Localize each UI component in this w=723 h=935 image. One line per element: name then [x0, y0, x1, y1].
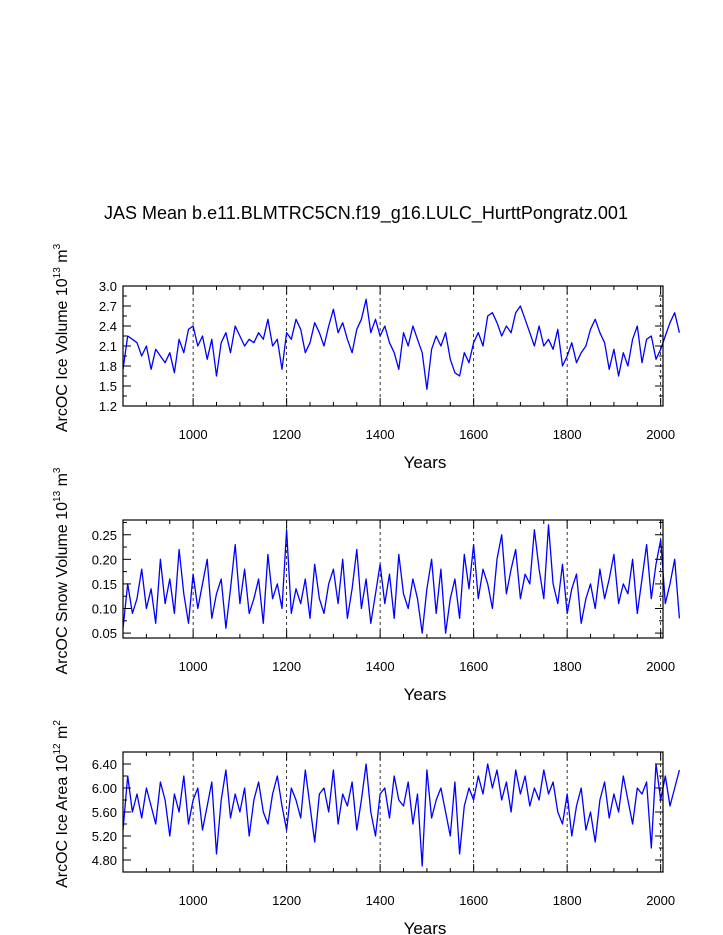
snow-volume-y-tick-label: 0.05	[92, 626, 117, 641]
ice-volume-x-tick-label: 2000	[646, 427, 675, 442]
ice-volume-y-tick-label: 1.5	[99, 379, 117, 394]
ice-volume-y-tick-label: 1.8	[99, 359, 117, 374]
ice-volume-x-tick-label: 1200	[272, 427, 301, 442]
snow-volume-x-tick-label: 1000	[179, 659, 208, 674]
snow-volume-x-tick-label: 1800	[553, 659, 582, 674]
ice-volume-y-axis-label: ArcOC Ice Volume 1013 m3	[52, 243, 71, 432]
ice-area-panel: 1000 1200 1400 1600 1800 2000 4.80 5.20 5.60 6.00…	[52, 720, 681, 935]
ice-area-y-tick-label: 5.20	[92, 829, 117, 844]
snow-volume-panel: 1000 1200 1400 1600 1800 2000 0.05 0.10 0.15 0.20…	[52, 467, 681, 704]
snow-volume-y-tick-label: 0.10	[92, 602, 117, 617]
ice-area-x-tick-label: 1600	[459, 893, 488, 908]
snow-volume-x-axis-label: Years	[404, 685, 447, 704]
ice-area-x-tick-label: 1200	[272, 893, 301, 908]
ice-area-y-tick-label: 6.40	[92, 757, 117, 772]
ice-area-y-tick-label: 4.80	[92, 853, 117, 868]
ice-area-y-axis-label: ArcOC Ice Area 1012 m2	[52, 720, 71, 888]
ice-volume-x-tick-label: 1400	[366, 427, 395, 442]
snow-volume-x-tick-label: 1400	[366, 659, 395, 674]
snow-volume-y-tick-label: 0.25	[92, 528, 117, 543]
ice-area-y-tick-label: 5.60	[92, 805, 117, 820]
ice-volume-x-tick-label: 1600	[459, 427, 488, 442]
chart-title: JAS Mean b.e11.BLMTRC5CN.f19_g16.LULC_Hu…	[104, 203, 628, 224]
snow-volume-x-tick-label: 1600	[459, 659, 488, 674]
ice-volume-y-tick-label: 2.7	[99, 299, 117, 314]
ice-area-x-axis-label: Years	[404, 919, 447, 935]
snow-volume-y-axis-label: ArcOC Snow Volume 1013 m3	[52, 467, 71, 674]
ice-volume-y-tick-label: 1.2	[99, 399, 117, 414]
ice-area-plot-frame	[122, 751, 664, 873]
snow-volume-x-tick-label: 1200	[272, 659, 301, 674]
ice-volume-y-tick-label: 2.1	[99, 339, 117, 354]
snow-volume-y-tick-label: 0.20	[92, 552, 117, 567]
ice-area-x-tick-label: 2000	[646, 893, 675, 908]
ice-area-series-line	[122, 763, 681, 867]
ice-volume-y-tick-label: 2.4	[99, 319, 117, 334]
ice-area-x-tick-label: 1000	[179, 893, 208, 908]
ice-volume-x-tick-label: 1000	[179, 427, 208, 442]
ice-area-y-tick-label: 6.00	[92, 781, 117, 796]
ice-volume-series-line	[122, 298, 681, 390]
snow-volume-series-line	[122, 524, 681, 634]
snow-volume-y-tick-label: 0.15	[92, 577, 117, 592]
snow-volume-plot-frame	[122, 519, 664, 639]
ice-area-x-tick-label: 1800	[553, 893, 582, 908]
ice-volume-x-axis-label: Years	[404, 453, 447, 472]
ice-volume-x-tick-label: 1800	[553, 427, 582, 442]
ice-volume-panel: 1000 1200 1400 1600 1800 2000 1.2 1.5 1.8 2.1 2.4 2…	[52, 243, 681, 472]
snow-volume-x-tick-label: 2000	[646, 659, 675, 674]
ice-area-x-tick-label: 1400	[366, 893, 395, 908]
ice-volume-y-tick-label: 3.0	[99, 279, 117, 294]
